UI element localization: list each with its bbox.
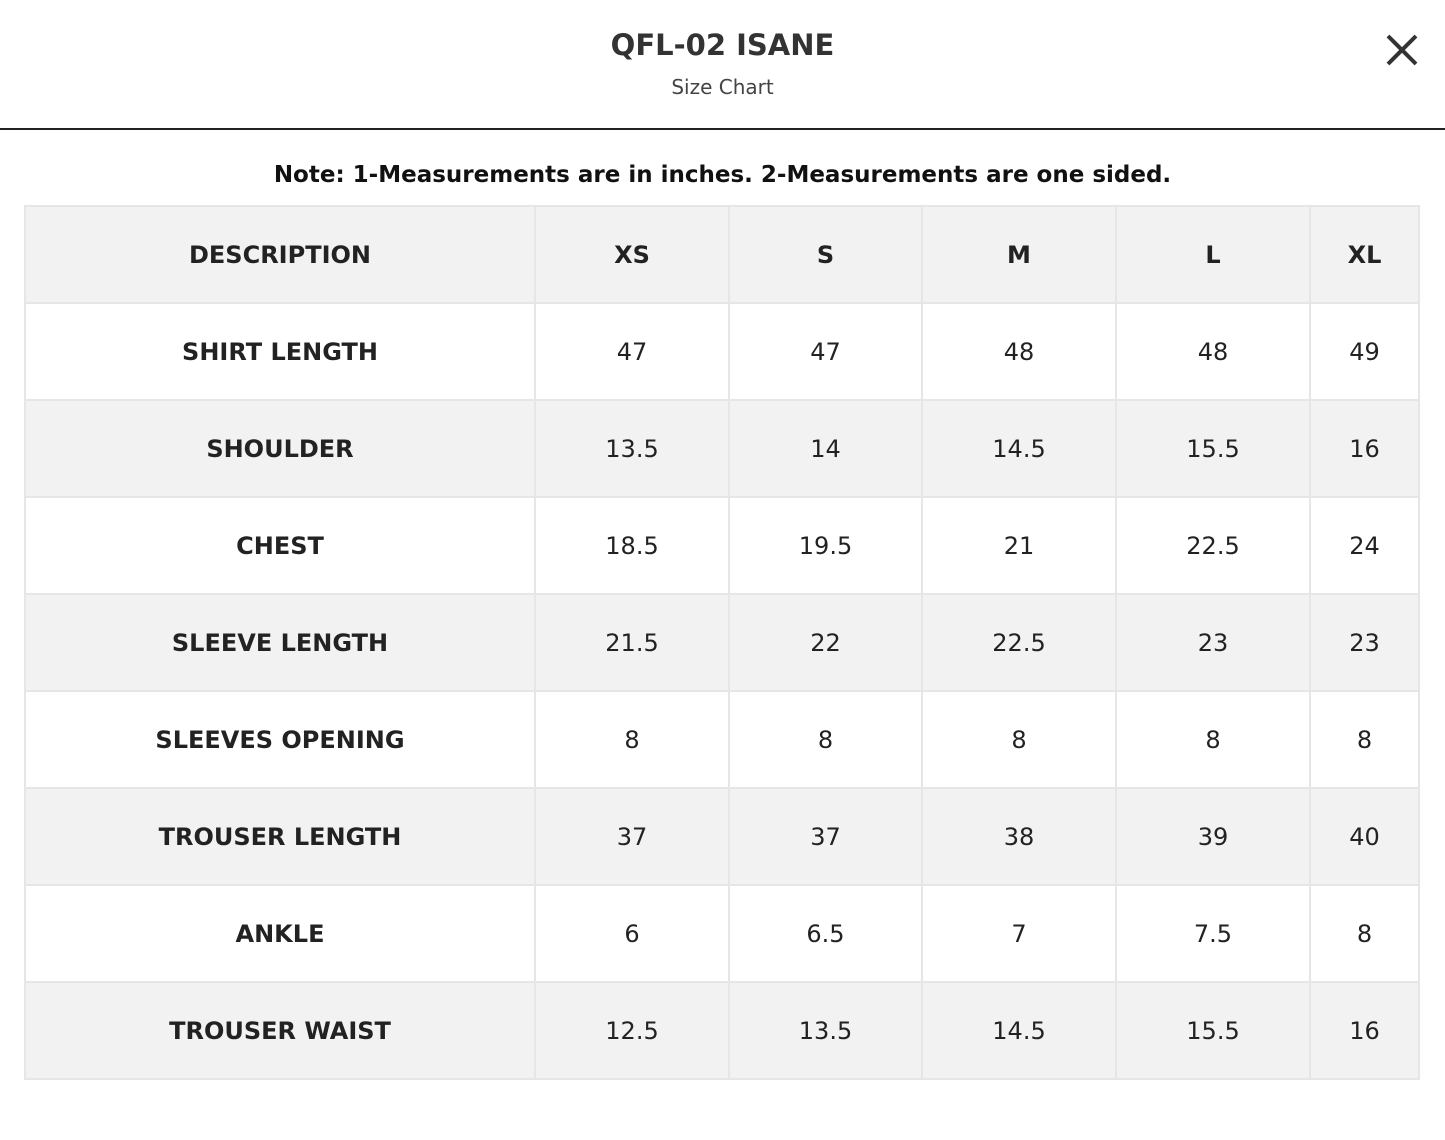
- value-cell: 8: [921, 690, 1117, 789]
- value-cell: 49: [1309, 302, 1420, 401]
- description-cell: SHIRT LENGTH: [24, 302, 536, 401]
- value-cell: 7: [921, 884, 1117, 983]
- note: Note: 1-Measurements are in inches. 2-Me…: [273, 162, 1172, 188]
- value-cell: 40: [1309, 787, 1420, 886]
- value-cell: 15.5: [1115, 981, 1311, 1080]
- value-cell: 13.5: [728, 981, 923, 1080]
- table-row: SLEEVE LENGTH 21.5 22 22.5 23 23: [24, 593, 1420, 692]
- value-cell: 37: [728, 787, 923, 886]
- description-cell: SLEEVE LENGTH: [24, 593, 536, 692]
- value-cell: 16: [1309, 981, 1420, 1080]
- header-cell: XL: [1309, 205, 1420, 304]
- header-cell: DESCRIPTION: [24, 205, 536, 304]
- value-cell: 8: [728, 690, 923, 789]
- header-cell: XS: [534, 205, 730, 304]
- value-cell: 16: [1309, 399, 1420, 498]
- header-cell: S: [728, 205, 923, 304]
- description-cell: SLEEVES OPENING: [24, 690, 536, 789]
- value-cell: 14.5: [921, 399, 1117, 498]
- close-button[interactable]: [1380, 28, 1424, 72]
- value-cell: 22.5: [921, 593, 1117, 692]
- description-cell: TROUSER WAIST: [24, 981, 536, 1080]
- value-cell: 37: [534, 787, 730, 886]
- table-row: SHOULDER 13.5 14 14.5 15.5 16: [24, 399, 1420, 498]
- table-row: ANKLE 6 6.5 7 7.5 8: [24, 884, 1420, 983]
- table-row: TROUSER LENGTH 37 37 38 39 40: [24, 787, 1420, 886]
- value-cell: 8: [1115, 690, 1311, 789]
- description-cell: TROUSER LENGTH: [24, 787, 536, 886]
- value-cell: 14: [728, 399, 923, 498]
- table-row: SHIRT LENGTH 47 47 48 48 49: [24, 302, 1420, 401]
- value-cell: 22: [728, 593, 923, 692]
- value-cell: 48: [1115, 302, 1311, 401]
- value-cell: 24: [1309, 496, 1420, 595]
- value-cell: 8: [534, 690, 730, 789]
- value-cell: 38: [921, 787, 1117, 886]
- value-cell: 14.5: [921, 981, 1117, 1080]
- value-cell: 19.5: [728, 496, 923, 595]
- value-cell: 8: [1309, 884, 1420, 983]
- subtitle: Size Chart: [671, 75, 774, 99]
- table-row: SLEEVES OPENING 8 8 8 8 8: [24, 690, 1420, 789]
- header-cell: M: [921, 205, 1117, 304]
- table-row: TROUSER WAIST 12.5 13.5 14.5 15.5 16: [24, 981, 1420, 1080]
- value-cell: 7.5: [1115, 884, 1311, 983]
- value-cell: 12.5: [534, 981, 730, 1080]
- header-cell: L: [1115, 205, 1311, 304]
- header-row: DESCRIPTION XS S M L XL: [24, 205, 1420, 304]
- title: QFL-02 ISANE: [610, 28, 835, 62]
- value-cell: 21.5: [534, 593, 730, 692]
- value-cell: 8: [1309, 690, 1420, 789]
- value-cell: 23: [1309, 593, 1420, 692]
- value-cell: 39: [1115, 787, 1311, 886]
- value-cell: 15.5: [1115, 399, 1311, 498]
- description-cell: ANKLE: [24, 884, 536, 983]
- value-cell: 23: [1115, 593, 1311, 692]
- modal-header: QFL-02 ISANE Size Chart: [0, 0, 1445, 130]
- description-cell: CHEST: [24, 496, 536, 595]
- table-row: CHEST 18.5 19.5 21 22.5 24: [24, 496, 1420, 595]
- value-cell: 6: [534, 884, 730, 983]
- value-cell: 6.5: [728, 884, 923, 983]
- description-cell: SHOULDER: [24, 399, 536, 498]
- value-cell: 13.5: [534, 399, 730, 498]
- value-cell: 47: [728, 302, 923, 401]
- value-cell: 18.5: [534, 496, 730, 595]
- value-cell: 22.5: [1115, 496, 1311, 595]
- value-cell: 47: [534, 302, 730, 401]
- size-table: DESCRIPTION XS S M L XL SHIRT LENGTH 47 47 48 48 49…: [24, 205, 1420, 1080]
- value-cell: 21: [921, 496, 1117, 595]
- value-cell: 48: [921, 302, 1117, 401]
